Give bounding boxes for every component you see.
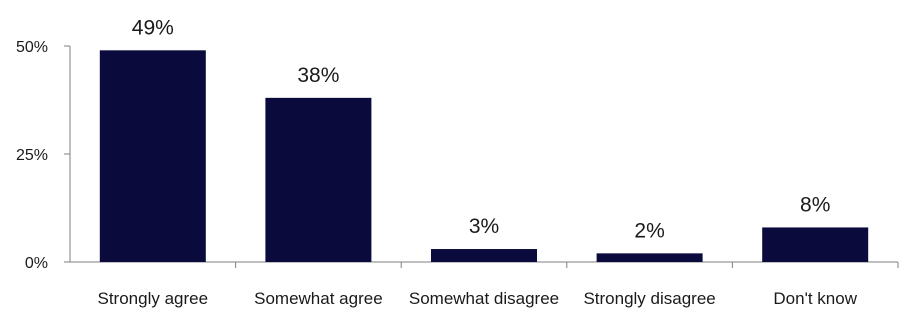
category-labels: Strongly agree Somewhat agree Somewhat dis… (98, 289, 858, 308)
category-label: Somewhat disagree (409, 289, 559, 308)
data-label: 2% (634, 219, 664, 242)
x-axis (70, 261, 899, 268)
data-label: 38% (297, 64, 339, 87)
y-tick-label: 25% (16, 147, 48, 164)
bar (762, 227, 869, 262)
data-label: 8% (800, 193, 830, 216)
bar (99, 50, 206, 262)
category-label: Don't know (773, 289, 857, 308)
bar (596, 253, 703, 262)
category-label: Strongly disagree (583, 289, 715, 308)
category-label: Somewhat agree (254, 289, 383, 308)
bar (431, 249, 537, 262)
data-label: 3% (469, 215, 499, 238)
bar (265, 97, 372, 262)
data-labels: 49% 38% 3% 2% 8% (132, 16, 831, 242)
data-label: 49% (132, 16, 174, 39)
y-axis: 0% 25% 50% (16, 39, 71, 272)
y-tick-label: 0% (25, 255, 48, 272)
category-label: Strongly agree (98, 289, 209, 308)
y-tick-label: 50% (16, 39, 48, 56)
bars (99, 50, 869, 262)
